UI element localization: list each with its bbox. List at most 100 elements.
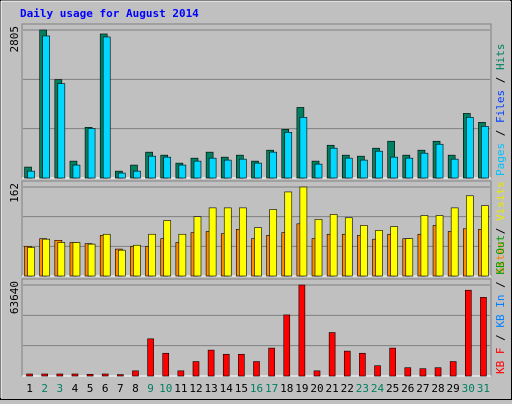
bar <box>57 242 66 277</box>
y-max-label: 162 <box>8 183 21 203</box>
bar <box>253 361 260 377</box>
bar <box>102 233 111 277</box>
legend-entry: KB In <box>494 295 507 328</box>
y-max-label: 2805 <box>8 26 21 53</box>
bar <box>268 347 275 377</box>
bar <box>102 36 111 179</box>
x-tick-label: 10 <box>159 382 172 395</box>
bar <box>208 207 217 277</box>
x-tick-label: 5 <box>87 382 94 395</box>
bar <box>314 219 323 277</box>
bar <box>148 155 156 179</box>
x-tick-label: 22 <box>341 382 354 395</box>
bar <box>360 225 368 277</box>
legend-entry: KB F <box>494 348 507 375</box>
bar <box>254 162 262 179</box>
bar <box>72 164 81 179</box>
bar <box>163 156 172 179</box>
bar <box>133 244 141 277</box>
bar <box>374 365 381 377</box>
bar <box>419 368 427 377</box>
bar <box>344 217 353 277</box>
bar <box>435 143 444 179</box>
bar <box>87 243 96 277</box>
bar <box>132 370 139 377</box>
x-tick-label: 28 <box>431 382 444 395</box>
legend-entry: Sites <box>494 241 507 274</box>
x-tick-label: 19 <box>295 382 308 395</box>
bar <box>299 117 308 179</box>
bar <box>269 151 277 179</box>
bar <box>193 216 202 277</box>
bar <box>239 207 247 277</box>
bar <box>328 332 336 377</box>
bar <box>133 170 141 179</box>
bar <box>389 347 396 377</box>
x-tick-label: 31 <box>477 382 490 395</box>
panel <box>21 278 492 377</box>
bar <box>223 207 232 277</box>
bar <box>481 126 489 179</box>
legend-separator: / <box>494 328 507 348</box>
x-tick-label: 4 <box>72 382 79 395</box>
bar <box>56 373 64 377</box>
bar <box>177 370 185 377</box>
bar <box>192 361 200 377</box>
x-tick-label: 21 <box>326 382 339 395</box>
x-tick-label: 14 <box>220 382 234 395</box>
bar <box>465 289 472 377</box>
bar <box>147 338 154 377</box>
bar <box>86 373 94 377</box>
bar <box>254 227 262 277</box>
bar <box>41 373 48 377</box>
bar <box>223 159 232 179</box>
x-tick-label: 27 <box>416 382 429 395</box>
x-tick-label: 30 <box>462 382 475 395</box>
x-tick-label: 23 <box>356 382 369 395</box>
bar <box>375 230 383 277</box>
x-tick-label: 6 <box>102 382 109 395</box>
bar <box>404 367 412 377</box>
title: Daily usage for August 2014 <box>20 7 199 20</box>
bar <box>57 83 66 179</box>
bar <box>344 157 353 179</box>
bar <box>343 350 351 377</box>
bar <box>239 158 247 179</box>
bar <box>299 186 308 277</box>
x-tick-label: 17 <box>265 382 278 395</box>
bar <box>283 314 291 377</box>
x-tick-label: 11 <box>174 382 187 395</box>
x-tick-label: 20 <box>310 382 323 395</box>
bar <box>329 214 338 277</box>
bar <box>71 373 79 377</box>
x-tick-label: 2 <box>41 382 48 395</box>
bar <box>298 284 306 377</box>
x-tick-label: 12 <box>189 382 202 395</box>
bar <box>284 132 293 179</box>
bar <box>329 147 338 179</box>
bar <box>27 247 35 277</box>
bar <box>118 172 126 179</box>
bar <box>420 215 429 277</box>
x-tick-label: 8 <box>132 382 139 395</box>
legend-entry: Pages <box>494 143 507 176</box>
x-tick-label: 9 <box>147 382 154 395</box>
y-max-label: 63640 <box>8 281 21 314</box>
x-tick-label: 3 <box>57 382 64 395</box>
bar <box>449 361 457 377</box>
bar <box>390 226 398 277</box>
bar <box>284 191 293 277</box>
bar <box>27 170 35 179</box>
x-tick-label: 1 <box>26 382 33 395</box>
bar <box>269 209 277 277</box>
legend-separator: / <box>494 70 507 90</box>
bar <box>375 150 383 179</box>
x-tick-label: 24 <box>371 382 385 395</box>
bar <box>314 163 323 179</box>
legend-entry: Files <box>494 90 507 123</box>
legend-separator: / <box>494 275 507 295</box>
bar <box>481 205 489 277</box>
bar <box>405 157 414 179</box>
bar <box>72 242 81 277</box>
